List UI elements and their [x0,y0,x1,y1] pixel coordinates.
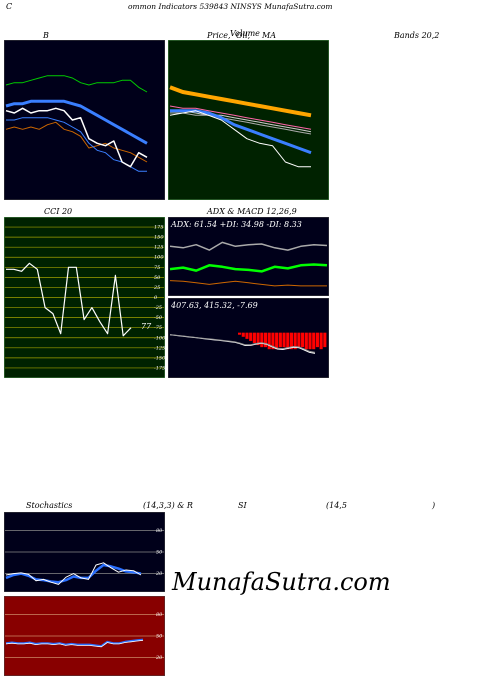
bollinger-bg [4,40,165,200]
adx-line [169,241,328,251]
stoch-tick-label: 80 [156,528,163,534]
macd-histogram-bar [275,332,279,350]
macd-histogram-bar [312,332,316,350]
price-ma-gray [170,112,312,135]
stoch-title-c: SI [238,501,247,510]
macd-histogram-bar [297,332,301,348]
bollinger-mid-band [5,99,148,145]
macd-histogram-bar [289,332,294,350]
rsi-tick-label: 20 [155,655,163,661]
bollinger-lower-band [5,121,148,163]
price-title-a: Price, [207,31,231,40]
price-ma-light [170,110,312,133]
cci-title: CCI 20 [44,207,73,216]
cci-tick-label: 175 [154,225,164,231]
macd-signal-line [169,334,316,353]
bands-title: Bands 20,2 [394,31,440,40]
stoch-title-d: (14,5 [326,501,347,510]
macd-histogram-bar [278,332,282,348]
macd-histogram-bar [260,332,264,348]
header-title: ommon Indicators 539843 NINSYS MunafaSut… [128,2,333,11]
price-line [169,110,311,168]
cci-tick-label: -125 [154,345,165,351]
bollinger-title: B [43,31,49,40]
bollinger-price-line [5,107,148,168]
cci-tick-label: -25 [154,305,162,311]
price-title-d: MA [262,31,276,40]
macd-histogram-bar [293,332,297,350]
macd-histogram-bar [323,332,327,348]
cci-tick-label: -75 [154,325,162,331]
rsi-tick-label: 80 [156,612,163,618]
cci-tick-label: 150 [154,235,164,241]
cci-value-label: 77 [141,322,152,331]
cci-tick-label: -150 [154,355,165,361]
macd-histogram-bar [256,332,260,346]
adx-plus-di-line [169,263,328,273]
stoch-title-e: ) [432,501,436,510]
macd-histogram-bar [319,332,323,350]
cci-tick-label: 50 [154,275,161,281]
rsi-line-overlay [5,639,144,648]
bollinger-upper-band [5,75,148,93]
macd-readout: 407.63, 415.32, -7.69 [170,301,258,310]
adx-readout: ADX: 61.54 +DI: 34.98 -DI: 8.33 [170,220,302,229]
macd-histogram-bar [282,332,286,348]
stochastics-panel: 80 50 20 [4,512,165,592]
macd-histogram-bar [245,332,249,339]
adx-macd-title: ADX & MACD 12,26,9 [207,207,297,216]
adx-panel: ADX: 61.54 +DI: 34.98 -DI: 8.33 [168,217,329,296]
macd-histogram-bar [315,332,319,348]
macd-histogram-bar [304,332,308,350]
cci-tick-label: 0 [154,295,158,301]
price-ma-orange [169,85,312,118]
price-ma-panel [168,40,329,200]
price-title-c: Oll, [236,31,251,40]
cci-tick-label: 75 [154,265,160,271]
macd-histogram-bar [271,332,275,350]
watermark: MunafaSutra.com [172,568,391,596]
cci-tick-label: -175 [154,365,165,371]
stoch-k-line [5,562,142,585]
macd-histogram-bar [286,332,290,350]
macd-histogram-bar [241,332,245,337]
macd-histogram-bar [252,332,256,343]
cci-tick-label: 125 [154,245,164,251]
cci-tick-label: -100 [154,335,165,341]
stoch-tick-label: 50 [156,550,163,556]
macd-histogram-bar [301,332,305,348]
cci-panel: 175 150 125 100 75 50 25 0 -25 -50 -75 -100 -125 -150… [4,217,165,378]
macd-panel: 407.63, 415.32, -7.69 [168,298,329,378]
macd-histogram-bar [267,332,271,350]
stoch-title-a: Stochastics [26,501,73,510]
price-ma-pink [169,105,312,130]
bollinger-panel [4,40,165,200]
macd-histogram-bar [263,332,268,348]
cci-line [6,262,132,337]
adx-minus-di-line [169,280,327,287]
rsi-panel: 80 50 20 [4,596,165,676]
cci-tick-label: 25 [153,285,160,291]
macd-histogram-bar [238,332,242,335]
stoch-tick-label: 20 [155,571,163,577]
cci-tick-label: -50 [154,315,163,321]
price-title-b: Volume [230,29,260,38]
macd-histogram-bar [249,332,253,341]
stoch-title-b: (14,3,3) & R [143,501,193,510]
rsi-tick-label: 50 [156,634,163,640]
macd-histogram-bar [308,332,312,350]
stoch-d-line [5,563,142,584]
header-letter: C [6,2,13,11]
rsi-line [5,638,144,648]
cci-tick-label: 100 [154,255,164,261]
